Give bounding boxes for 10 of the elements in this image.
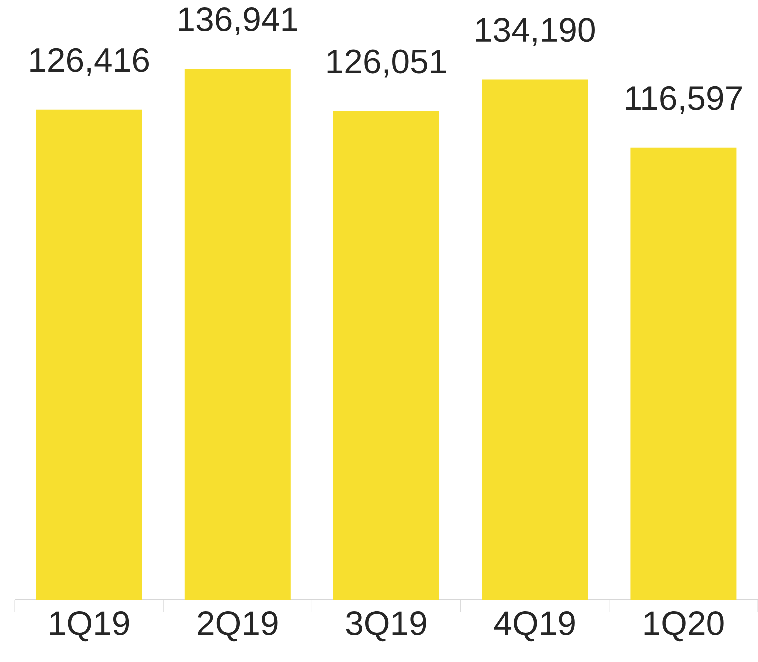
data-label: 134,190 xyxy=(476,18,595,46)
data-label: 126,416 xyxy=(30,48,150,76)
data-label: 116,597 xyxy=(626,86,742,114)
x-tick-label: 2Q19 xyxy=(198,612,278,642)
x-tick-label: 1Q20 xyxy=(644,612,724,642)
x-tick-label: 3Q19 xyxy=(346,612,426,642)
data-label: 126,051 xyxy=(328,50,446,78)
x-tick-label: 1Q19 xyxy=(50,612,130,642)
data-label: 136,941 xyxy=(179,8,298,36)
x-tick-label: 4Q19 xyxy=(494,612,575,642)
